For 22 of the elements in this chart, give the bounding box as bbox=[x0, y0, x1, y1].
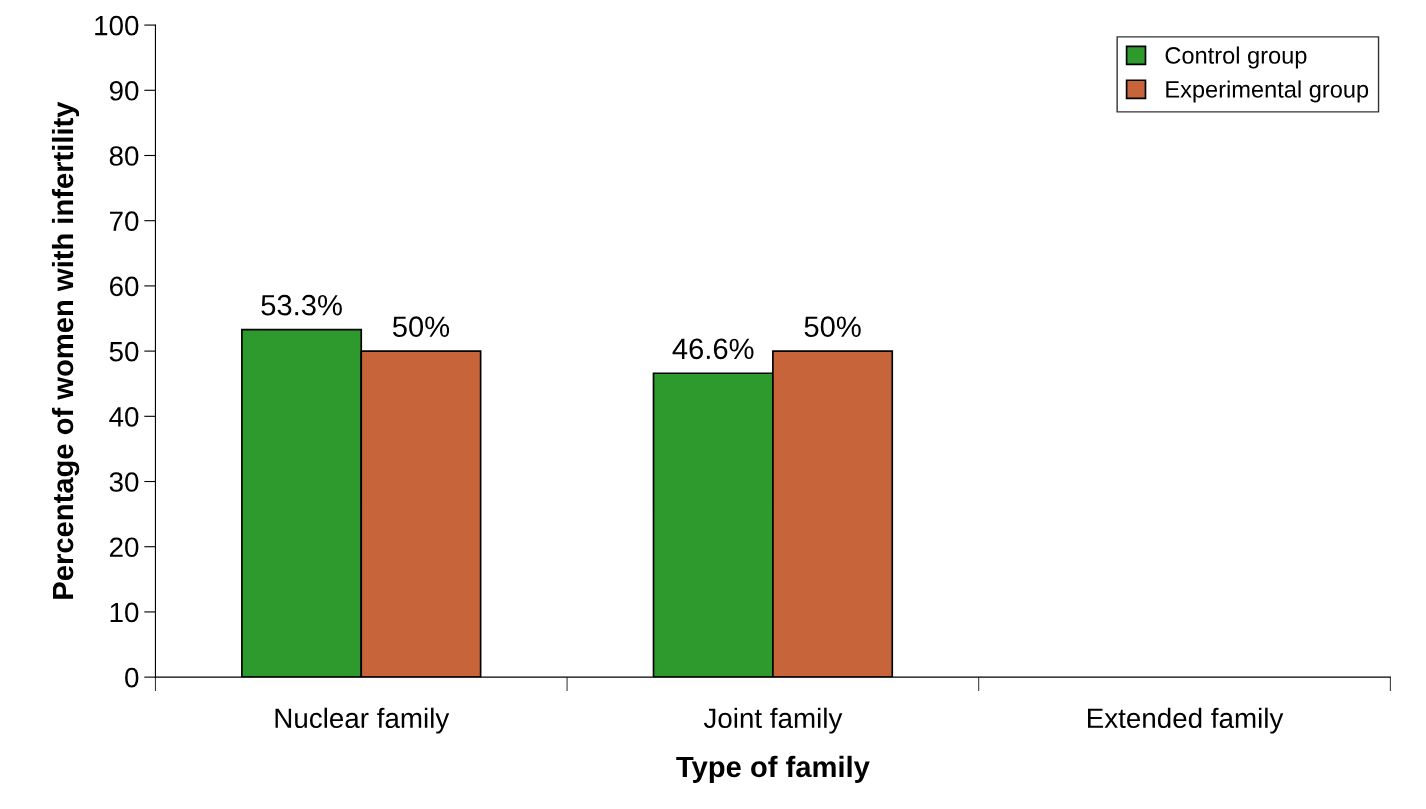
y-tick-label: 50 bbox=[109, 341, 139, 362]
y-tick-label: 10 bbox=[110, 602, 139, 623]
y-tick-label: 70 bbox=[109, 211, 139, 232]
y-axis-title: Percentage of women with infertility bbox=[51, 101, 80, 599]
x-tick-label: Joint family bbox=[703, 707, 843, 734]
y-tick-label: 40 bbox=[109, 406, 139, 427]
y-tick-label: 90 bbox=[109, 80, 139, 101]
y-tick-label: 30 bbox=[109, 472, 139, 492]
y-tick-label: 80 bbox=[109, 146, 139, 166]
y-tick-label: 20 bbox=[109, 537, 139, 558]
legend-label: Experimental group bbox=[1166, 80, 1369, 103]
x-tick-label: Extended family bbox=[1088, 707, 1284, 734]
data-label: 46.6% bbox=[672, 338, 754, 360]
data-label: 50% bbox=[804, 316, 861, 338]
y-tick-label: 100 bbox=[95, 15, 139, 36]
y-tick-label: 60 bbox=[109, 276, 139, 297]
data-label: 53.3% bbox=[261, 294, 342, 316]
data-label: 50% bbox=[392, 316, 450, 338]
x-tick-label: Nuclear family bbox=[275, 707, 450, 734]
y-tick-label: 0 bbox=[125, 667, 139, 688]
legend-label: Control group bbox=[1165, 46, 1307, 69]
x-axis-title: Type of family bbox=[676, 755, 870, 783]
